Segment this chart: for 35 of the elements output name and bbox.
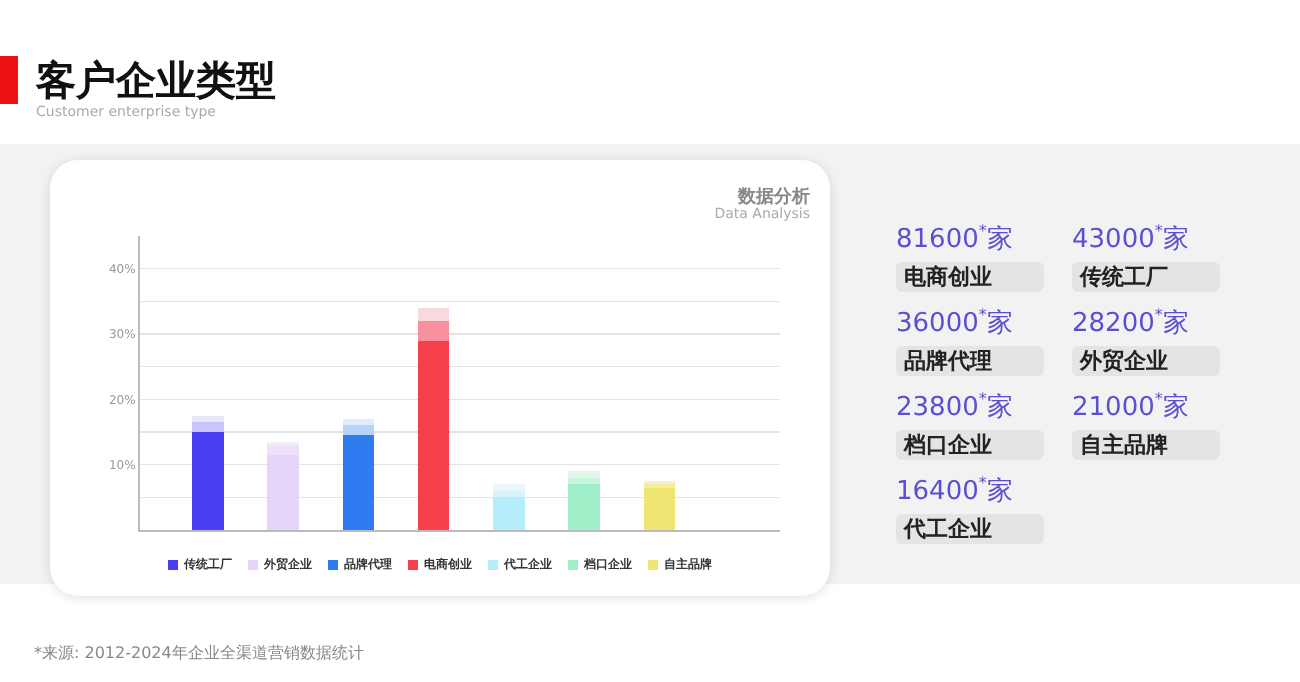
text: 电商创业 [896, 262, 1044, 293]
text: 23800$^{*}$家 [896, 390, 1013, 423]
bar [493, 484, 525, 491]
bar [568, 484, 601, 530]
bar [191, 422, 224, 432]
text: 36000$^{*}$家 [896, 306, 1013, 339]
text: 43000$^{*}$家 [1072, 220, 1191, 255]
text: *来源: 2012-2024年企业全渠道营销数据统计 [34, 642, 364, 664]
text: 品牌代理 [896, 346, 1044, 377]
text: 档口企业 [896, 430, 1044, 461]
text: 传统工厂 [1072, 262, 1220, 293]
bar [191, 432, 224, 530]
text: 自主品牌 [1072, 430, 1220, 461]
text: 21000$^{*}$家 [1072, 388, 1191, 423]
text: 数据分析 [738, 185, 810, 208]
bar [342, 418, 375, 426]
bar [417, 320, 450, 341]
bar [267, 454, 299, 530]
bar [342, 425, 375, 436]
bar [643, 487, 676, 530]
bar [342, 435, 375, 530]
bar [493, 490, 525, 498]
text: 16400$^{*}$家 [896, 472, 1015, 507]
text: 28200$^{*}$家 [1072, 304, 1191, 339]
chart-title: 客户企业类型 [36, 54, 276, 105]
bar [417, 307, 450, 321]
bar [267, 445, 299, 455]
text: 外贸企业 [1072, 346, 1220, 377]
bar [191, 415, 224, 423]
bar [568, 471, 601, 478]
bar [568, 477, 601, 485]
text: 81600$^{*}$家 [896, 222, 1013, 255]
bar [417, 340, 450, 530]
text: 代工企业 [896, 514, 1044, 545]
bar [493, 497, 525, 530]
